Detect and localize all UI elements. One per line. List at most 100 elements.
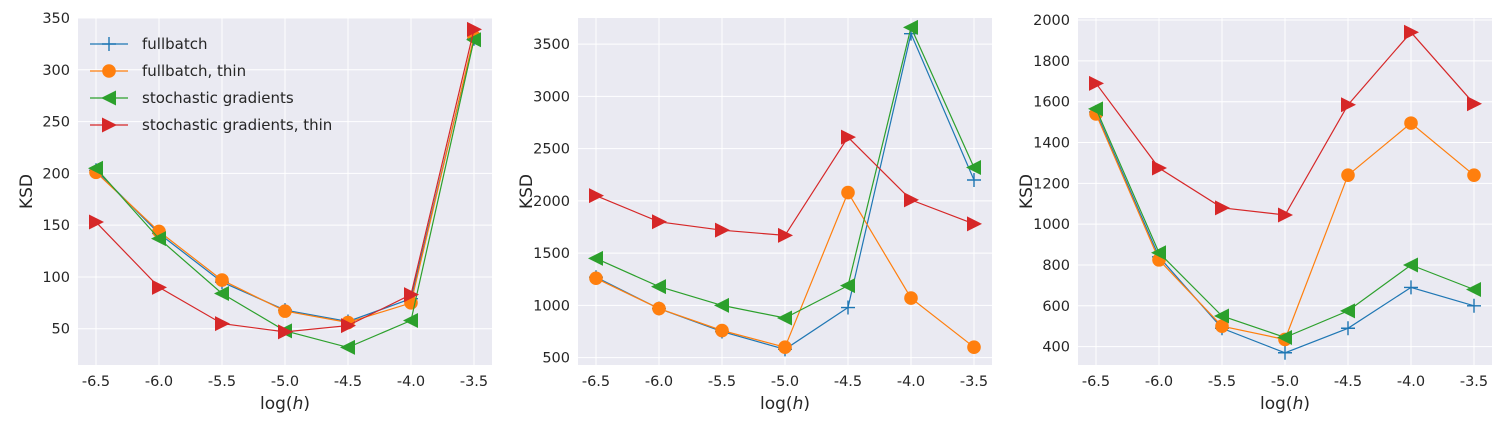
y-tick-label: 200 [42, 166, 70, 182]
x-tick-label: -4.5 [834, 374, 862, 390]
data-point [88, 160, 103, 176]
data-point [777, 310, 792, 326]
x-tick-label: -5.5 [708, 374, 736, 390]
data-point [467, 21, 482, 37]
x-tick-label: -3.5 [960, 374, 988, 390]
data-point [967, 173, 981, 188]
data-point [904, 192, 919, 208]
x-tick-label: -6.5 [582, 374, 610, 390]
data-point [588, 250, 603, 266]
y-axis-label: KSD [517, 174, 537, 209]
x-tick-label: -6.5 [82, 374, 110, 390]
legend: fullbatch fullbatch, thin stochastic gradi… [90, 35, 332, 134]
y-tick-label: 500 [542, 351, 570, 367]
data-point [1341, 321, 1355, 336]
data-point [1214, 308, 1229, 324]
data-point [903, 19, 918, 35]
data-point [152, 279, 167, 295]
x-tick-label: -5.0 [271, 374, 299, 390]
data-point [1404, 116, 1418, 130]
legend-marker [102, 64, 116, 78]
data-point [840, 278, 855, 294]
chart-panel-2: -6.5 -6.0 -5.5 -5.0 -4.5 -4.0 -3.5 500 1000 1500 2… [517, 18, 992, 414]
data-point [1215, 200, 1230, 216]
y-tick-label: 3000 [533, 89, 570, 105]
y-tick-label: 2000 [1033, 13, 1070, 29]
y-tick-label: 2000 [533, 194, 570, 210]
x-tick-label: -6.0 [145, 374, 173, 390]
data-point [466, 32, 481, 48]
data-point [1277, 329, 1292, 345]
y-tick-label: 3500 [533, 37, 570, 53]
x-tick-label: -4.0 [1397, 374, 1425, 390]
data-point [1341, 97, 1356, 113]
data-point [404, 287, 419, 303]
data-point [215, 273, 229, 287]
y-tick-label: 400 [1042, 340, 1070, 356]
data-point [589, 271, 603, 286]
y-tick-label: 600 [1042, 299, 1070, 315]
data-point [1466, 281, 1481, 297]
y-tick-label: 300 [42, 63, 70, 79]
data-point [1341, 168, 1355, 182]
x-tick-label: -3.5 [1460, 374, 1488, 390]
data-point [1467, 96, 1482, 112]
legend-label: stochastic gradients, thin [142, 116, 332, 134]
x-tick-label: -6.0 [1145, 374, 1173, 390]
data-point [1467, 298, 1481, 313]
data-point [778, 340, 792, 355]
data-point [1403, 257, 1418, 273]
data-point [1151, 245, 1166, 261]
data-point [714, 297, 729, 313]
x-tick-label: -5.0 [771, 374, 799, 390]
x-tick-label: -4.0 [897, 374, 925, 390]
y-tick-label: 150 [42, 218, 70, 234]
y-axis-label: KSD [1017, 174, 1037, 209]
data-point [341, 318, 356, 334]
x-axis-label: log(h) [760, 394, 810, 414]
legend-label: fullbatch, thin [142, 62, 246, 80]
data-point [652, 301, 666, 316]
data-point [1404, 24, 1419, 40]
data-point [904, 291, 918, 305]
data-point [1152, 160, 1167, 176]
x-tick-label: -4.5 [334, 374, 362, 390]
data-point [1215, 319, 1229, 334]
x-tick-label: -4.0 [397, 374, 425, 390]
chart-panel-1: -6.5 -6.0 -5.5 -5.0 -4.5 -4.0 -3.5 50 100 150 200 2… [17, 11, 492, 414]
data-point [214, 286, 229, 302]
data-point [278, 324, 293, 340]
data-point [89, 214, 104, 230]
y-tick-label: 800 [1042, 258, 1070, 274]
x-axis-label: log(h) [1260, 394, 1310, 414]
y-axis-label: KSD [17, 174, 37, 209]
data-point [340, 339, 355, 355]
y-tick-label: 1000 [1033, 217, 1070, 233]
data-point [652, 214, 667, 230]
data-point [215, 316, 230, 332]
y-tick-label: 1600 [1033, 95, 1070, 111]
data-point [967, 216, 982, 232]
legend-marker [102, 117, 117, 133]
x-axis-label: log(h) [260, 394, 310, 414]
y-tick-label: 1500 [533, 246, 570, 262]
y-tick-label: 2500 [533, 142, 570, 158]
y-tick-label: 1000 [533, 298, 570, 314]
legend-marker [101, 90, 116, 106]
legend-label: stochastic gradients [142, 89, 294, 107]
y-tick-label: 1200 [1033, 176, 1070, 192]
data-point [715, 323, 729, 338]
chart-panel-3: -6.5 -6.0 -5.5 -5.0 -4.5 -4.0 -3.5 400 600 800 100… [1017, 13, 1492, 414]
data-point [841, 129, 856, 145]
data-point [589, 188, 604, 204]
data-point [841, 300, 855, 315]
x-tick-label: -3.5 [460, 374, 488, 390]
data-point [403, 312, 418, 328]
y-tick-label: 1800 [1033, 54, 1070, 70]
legend-marker [102, 37, 116, 51]
legend-label: fullbatch [142, 35, 207, 53]
data-point [715, 222, 730, 238]
y-tick-label: 50 [52, 322, 70, 338]
y-tick-label: 1400 [1033, 136, 1070, 152]
